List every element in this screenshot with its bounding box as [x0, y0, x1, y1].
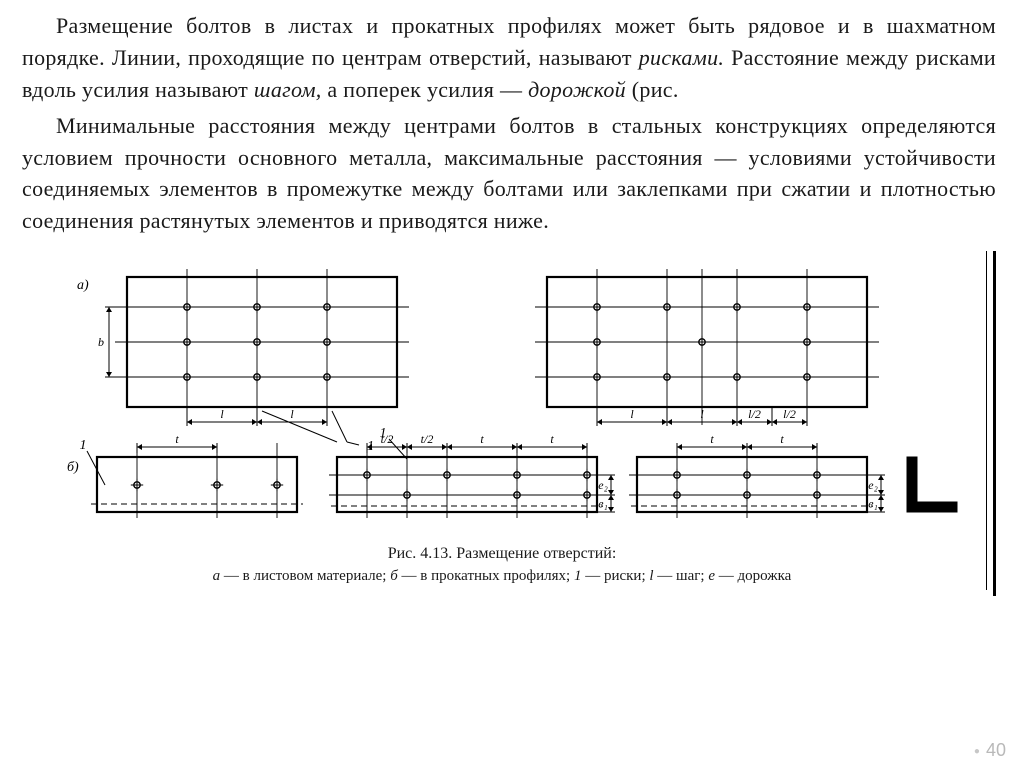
svg-text:t: t	[710, 432, 714, 446]
svg-text:b: b	[98, 335, 104, 349]
svg-text:t: t	[780, 432, 784, 446]
svg-text:t/2: t/2	[421, 432, 434, 446]
svg-text:1: 1	[80, 438, 87, 453]
svg-text:l: l	[290, 407, 294, 421]
svg-text:e₁: e₁	[598, 497, 608, 511]
svg-text:t: t	[550, 432, 554, 446]
svg-text:e₂: e₂	[868, 478, 878, 492]
p1-text-c: а поперек усилия —	[322, 77, 528, 102]
figure-block: а)llb1lll/2l/2б)t1t/2t/2tt1e₁e₂tte₁e₂ Ри…	[22, 251, 996, 596]
svg-text:e₂: e₂	[598, 478, 608, 492]
cap-e: e	[708, 568, 715, 584]
svg-text:t: t	[175, 432, 179, 446]
p1-text-d: (рис.	[626, 77, 679, 102]
figure-svg: а)llb1lll/2l/2б)t1t/2t/2tt1e₁e₂tte₁e₂	[37, 257, 967, 537]
p1-italic-1: рисками.	[639, 45, 724, 70]
svg-text:l: l	[220, 407, 224, 421]
paragraph-2: Минимальные расстояния между центрами бо…	[22, 110, 996, 238]
p1-italic-2: шагом,	[254, 77, 322, 102]
figure-caption: Рис. 4.13. Размещение отверстий: а — в л…	[28, 543, 976, 586]
svg-text:б): б)	[67, 460, 79, 475]
svg-text:а): а)	[77, 278, 89, 293]
p2-text: Минимальные расстояния между центрами бо…	[22, 113, 996, 234]
svg-text:t: t	[480, 432, 484, 446]
p1-italic-3: дорожкой	[528, 77, 626, 102]
caption-line1: Рис. 4.13. Размещение отверстий:	[388, 545, 617, 562]
cap-b: б	[390, 568, 398, 584]
svg-text:l/2: l/2	[783, 407, 796, 421]
svg-text:l: l	[630, 407, 634, 421]
svg-text:1: 1	[380, 426, 387, 441]
svg-text:l: l	[700, 407, 704, 421]
svg-text:l/2: l/2	[748, 407, 761, 421]
svg-text:e₁: e₁	[868, 497, 878, 511]
page-number: 40	[974, 740, 1006, 761]
paragraph-1: Размещение болтов в листах и прокатных п…	[22, 10, 996, 106]
